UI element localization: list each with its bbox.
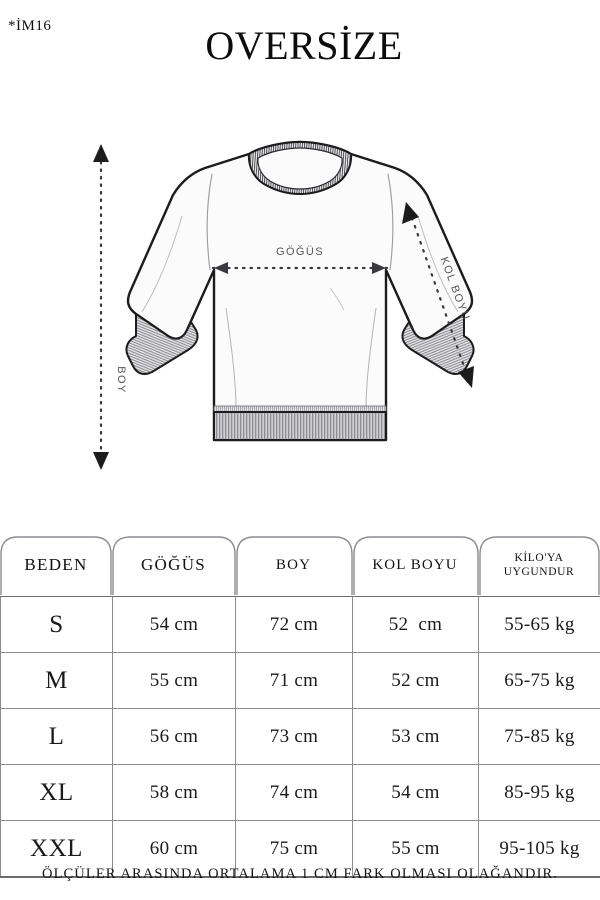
cell-gogus: 54 cm — [112, 596, 236, 653]
cell-beden: S — [0, 596, 113, 653]
cell-kol-boyu: 53 cm — [352, 708, 479, 765]
cell-kilo: 55-65 kg — [478, 596, 600, 653]
length-measure-arrow: BOY — [93, 144, 127, 470]
table-header-row: BEDEN GÖĞÜS BOY KOL BOYU KİLO'YA UYGUNDU… — [0, 536, 600, 597]
column-header-beden: BEDEN — [0, 536, 113, 597]
sweatshirt-diagram: GÖĞÜS BOY KOL BOYU — [0, 110, 600, 510]
table-row: XL 58 cm 74 cm 54 cm 85-95 kg — [0, 764, 600, 821]
cell-kol-boyu: 55 cm — [352, 820, 479, 878]
table-row: M 55 cm 71 cm 52 cm 65-75 kg — [0, 652, 600, 709]
cell-boy: 74 cm — [235, 764, 353, 821]
garment-outline — [125, 140, 475, 442]
chest-measure-arrow: GÖĞÜS — [211, 245, 389, 274]
cell-kol-boyu: 52 cm — [352, 652, 479, 709]
cell-kol-boyu: 52 cm — [352, 596, 479, 653]
cell-beden: M — [0, 652, 113, 709]
cell-beden: XL — [0, 764, 113, 821]
table-row: L 56 cm 73 cm 53 cm 75-85 kg — [0, 708, 600, 765]
column-header-kol-boyu: KOL BOYU — [352, 536, 479, 597]
cell-beden: L — [0, 708, 113, 765]
cell-boy: 73 cm — [235, 708, 353, 765]
column-header-kilo: KİLO'YA UYGUNDUR — [478, 536, 600, 597]
table-row: S 54 cm 72 cm 52 cm 55-65 kg — [0, 596, 600, 653]
cell-gogus: 60 cm — [112, 820, 236, 878]
cell-kilo: 85-95 kg — [478, 764, 600, 821]
measurement-tolerance-note: ÖLÇÜLER ARASINDA ORTALAMA 1 CM FARK OLMA… — [42, 866, 558, 882]
column-header-gogus: GÖĞÜS — [112, 536, 236, 597]
kilo-header-line-1: KİLO'YA — [514, 551, 565, 565]
chest-label: GÖĞÜS — [276, 245, 324, 258]
cell-kilo: 65-75 kg — [478, 652, 600, 709]
cell-kol-boyu: 54 cm — [352, 764, 479, 821]
cell-boy: 71 cm — [235, 652, 353, 709]
cell-gogus: 55 cm — [112, 652, 236, 709]
size-table: BEDEN GÖĞÜS BOY KOL BOYU KİLO'YA UYGUNDU… — [0, 536, 600, 878]
size-table-container: BEDEN GÖĞÜS BOY KOL BOYU KİLO'YA UYGUNDU… — [0, 536, 600, 878]
cell-gogus: 58 cm — [112, 764, 236, 821]
product-code: *İM16 — [8, 18, 52, 34]
column-header-boy: BOY — [235, 536, 353, 597]
table-row: XXL 60 cm 75 cm 55 cm 95-105 kg — [0, 820, 600, 878]
cell-gogus: 56 cm — [112, 708, 236, 765]
cell-boy: 72 cm — [235, 596, 353, 653]
kilo-header-line-2: UYGUNDUR — [503, 565, 576, 579]
cell-kilo: 75-85 kg — [478, 708, 600, 765]
length-label: BOY — [115, 366, 127, 393]
cell-beden: XXL — [0, 820, 113, 878]
page-title: OVERSİZE — [205, 23, 403, 68]
